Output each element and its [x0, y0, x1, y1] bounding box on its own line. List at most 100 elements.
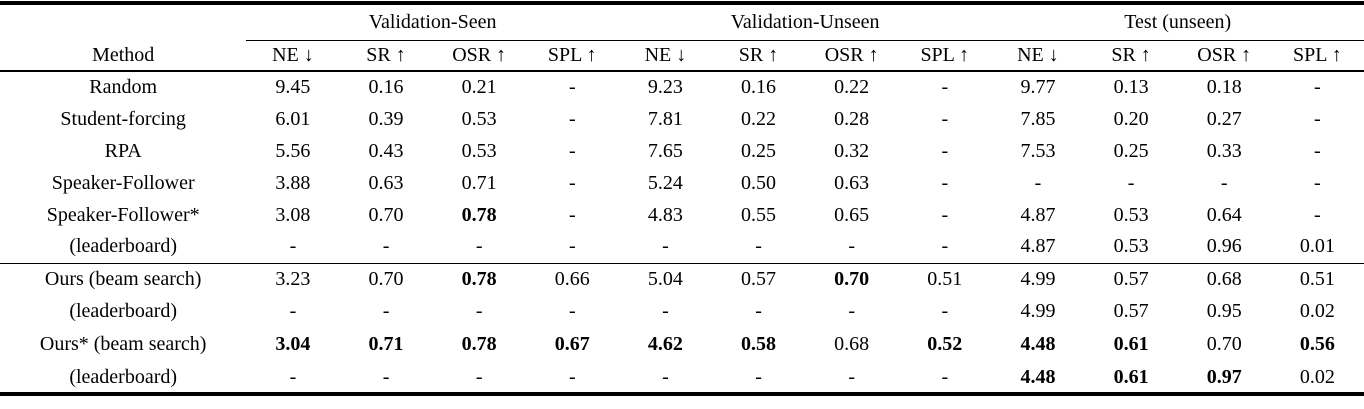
- value-cell: 7.85: [1020, 107, 1056, 130]
- value-cell: -: [568, 139, 576, 162]
- method-cell: Speaker-Follower: [51, 171, 195, 194]
- value-cell: -: [848, 365, 855, 388]
- value-cell: -: [475, 365, 483, 388]
- table-row: Student-forcing 6.01 0.39 0.53 - 7.81 0.22 0.28…: [0, 103, 1364, 135]
- value-cell: 0.71: [461, 171, 497, 194]
- value-cell: 0.65: [834, 203, 870, 226]
- group-header-validation-seen: Validation-Seen: [246, 3, 619, 41]
- value-cell: -: [662, 235, 669, 258]
- method-cell: (leaderboard): [69, 235, 178, 258]
- value-cell: -: [568, 107, 576, 130]
- table-row: (leaderboard) - - - - - - - - 4.99 0.57 0.95 0.02: [0, 295, 1364, 327]
- value-cell: 0.02: [1299, 365, 1335, 388]
- value-cell: -: [848, 235, 855, 258]
- value-cell: -: [755, 299, 762, 322]
- value-cell: -: [1314, 76, 1321, 98]
- value-cell: 0.66: [525, 262, 619, 295]
- metric-header-spl-group0: SPL ↑: [525, 40, 619, 72]
- value-cell: 4.99: [1020, 299, 1056, 322]
- value-cell: 0.57: [1113, 299, 1149, 322]
- method-cell: Random: [89, 76, 158, 98]
- method-cell: (leaderboard): [69, 365, 178, 388]
- value-cell: -: [289, 235, 297, 258]
- value-cell: 0.16: [741, 76, 777, 98]
- value-cell: 4.62: [647, 333, 683, 355]
- value-cell: 6.01: [275, 107, 311, 130]
- value-cell: 0.64: [1206, 203, 1242, 226]
- value-cell: 3.23: [246, 262, 340, 295]
- table-head: Validation-Seen Validation-Unseen Test (…: [0, 3, 1364, 72]
- value-cell: 0.70: [805, 262, 899, 295]
- value-cell: -: [568, 365, 576, 388]
- value-cell: -: [289, 365, 297, 388]
- value-cell: -: [941, 107, 949, 130]
- table-row: Speaker-Follower* 3.08 0.70 0.78 - 4.83 0.55 0.…: [0, 199, 1364, 231]
- value-cell: 5.24: [647, 171, 683, 194]
- value-cell: 0.78: [461, 203, 497, 226]
- value-cell: 0.68: [834, 333, 870, 355]
- value-cell: 0.63: [368, 171, 404, 194]
- value-cell: -: [662, 299, 669, 322]
- metric-header-ne-group2: NE ↓: [991, 40, 1085, 72]
- value-cell: -: [568, 76, 576, 98]
- value-cell: 0.51: [898, 262, 992, 295]
- value-cell: 0.13: [1113, 76, 1149, 98]
- value-cell: 0.25: [1113, 139, 1149, 162]
- value-cell: 0.78: [461, 333, 497, 355]
- metric-header-sr-group0: SR ↑: [339, 40, 433, 72]
- value-cell: 0.70: [1206, 333, 1242, 355]
- value-cell: 0.57: [1084, 262, 1178, 295]
- value-cell: 0.97: [1206, 365, 1242, 388]
- value-cell: 9.23: [647, 76, 683, 98]
- value-cell: 4.87: [1020, 203, 1056, 226]
- value-cell: 0.68: [1177, 262, 1271, 295]
- value-cell: 0.61: [1113, 333, 1149, 355]
- value-cell: 0.20: [1113, 107, 1149, 130]
- value-cell: 5.04: [618, 262, 712, 295]
- value-cell: 3.04: [275, 333, 311, 355]
- method-header: Method: [0, 40, 247, 72]
- table-row: Random 9.45 0.16 0.21 - 9.23 0.16 0.22 - 9.77 0.13…: [0, 71, 1364, 103]
- value-cell: 0.33: [1206, 139, 1242, 162]
- value-cell: -: [568, 299, 576, 322]
- value-cell: 4.48: [1020, 333, 1056, 355]
- value-cell: 0.53: [1113, 203, 1149, 226]
- table-row: Speaker-Follower 3.88 0.63 0.71 - 5.24 0.50 0.6…: [0, 167, 1364, 199]
- value-cell: 0.53: [461, 107, 497, 130]
- table-row: RPA 5.56 0.43 0.53 - 7.65 0.25 0.32 - 7.53 0.25 0.3…: [0, 135, 1364, 167]
- value-cell: 0.51: [1270, 262, 1364, 295]
- metric-header-ne-group1: NE ↓: [618, 40, 712, 72]
- value-cell: 0.27: [1206, 107, 1242, 130]
- value-cell: 0.28: [834, 107, 870, 130]
- value-cell: -: [941, 171, 949, 194]
- metric-header-osr-group2: OSR ↑: [1177, 40, 1271, 72]
- value-cell: 0.22: [834, 76, 870, 98]
- value-cell: 0.50: [741, 171, 777, 194]
- value-cell: 0.43: [368, 139, 404, 162]
- value-cell: 0.55: [741, 203, 777, 226]
- metric-header-row: Method NE ↓ SR ↑ OSR ↑ SPL ↑ NE ↓ SR ↑ OSR ↑ SP…: [0, 40, 1364, 72]
- table-row: Ours (beam search) 3.23 0.70 0.78 0.66 5.04 0.…: [0, 262, 1364, 295]
- value-cell: 0.53: [461, 139, 497, 162]
- value-cell: 0.16: [368, 76, 404, 98]
- value-cell: 0.95: [1206, 299, 1242, 322]
- value-cell: 7.65: [647, 139, 683, 162]
- value-cell: 0.01: [1299, 235, 1335, 258]
- value-cell: -: [475, 299, 483, 322]
- value-cell: -: [475, 235, 483, 258]
- value-cell: -: [755, 235, 762, 258]
- value-cell: -: [568, 203, 576, 226]
- value-cell: 4.99: [991, 262, 1085, 295]
- value-cell: 5.56: [275, 139, 311, 162]
- value-cell: -: [289, 299, 297, 322]
- method-cell: RPA: [104, 139, 142, 162]
- value-cell: 9.77: [1020, 76, 1056, 98]
- value-cell: -: [382, 235, 390, 258]
- value-cell: -: [941, 139, 949, 162]
- value-cell: 0.71: [368, 333, 404, 355]
- value-cell: 0.63: [834, 171, 870, 194]
- value-cell: 0.52: [927, 333, 963, 355]
- value-cell: -: [382, 299, 390, 322]
- value-cell: 4.48: [1020, 365, 1056, 388]
- table-row: Ours* (beam search) 3.04 0.71 0.78 0.67 4.62 0…: [0, 327, 1364, 362]
